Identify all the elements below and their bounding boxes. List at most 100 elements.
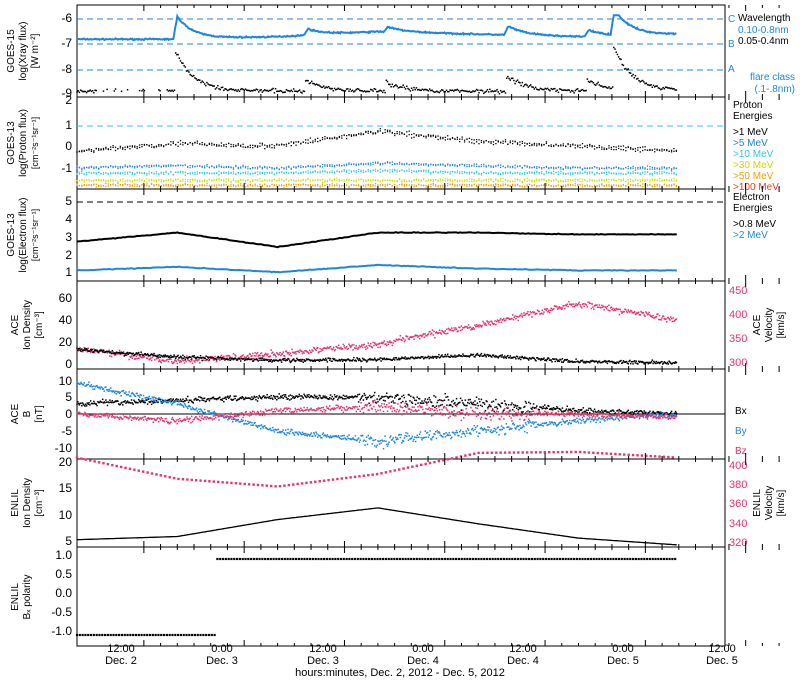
ace-b-point: [201, 399, 203, 401]
ace-density-point: [247, 358, 250, 360]
ace-density-point: [102, 349, 105, 351]
xray-short-point: [284, 91, 286, 93]
proton-point: [343, 181, 345, 183]
ace-density-point: [315, 359, 317, 361]
ace-b-point: [422, 402, 424, 405]
ace-density-point: [207, 356, 209, 358]
proton-point: [252, 179, 254, 181]
proton-point: [374, 179, 377, 181]
ace-velocity-point: [455, 328, 458, 331]
proton-point: [170, 179, 172, 181]
ace-velocity-point: [340, 346, 342, 349]
ace-density-point: [222, 358, 224, 360]
xray-short-point: [454, 89, 456, 91]
proton-point: [670, 170, 673, 173]
ace-velocity-point: [474, 324, 476, 327]
xray-short-point: [477, 89, 479, 91]
ace-density-point: [133, 354, 135, 357]
ace-density-point: [432, 357, 435, 359]
ace-velocity-point: [112, 351, 114, 353]
ace-b-point: [333, 394, 336, 396]
proton-point: [220, 165, 223, 167]
ace-density-point: [81, 348, 83, 350]
proton-point: [126, 166, 129, 168]
ace-velocity-point: [117, 352, 119, 355]
proton-point: [526, 172, 528, 174]
proton-point: [280, 184, 283, 186]
proton-point: [550, 179, 552, 182]
proton-point: [290, 185, 292, 187]
ace-density-point: [92, 351, 94, 354]
proton-point: [504, 171, 507, 173]
ace-b-point: [207, 398, 210, 400]
ace-b-point: [151, 400, 154, 403]
ace-b-point: [302, 397, 305, 399]
ace-velocity-point: [81, 350, 83, 353]
xray-short-point: [396, 85, 398, 87]
xray-short-point: [113, 90, 116, 92]
proton-point: [213, 167, 215, 169]
ace-density-point: [520, 356, 523, 359]
proton-point: [591, 179, 593, 181]
proton-point: [507, 165, 509, 167]
proton-point: [338, 136, 341, 139]
proton-point: [377, 130, 379, 132]
proton-point: [122, 166, 124, 169]
ace-density-point: [320, 359, 323, 362]
ace-density-point: [645, 361, 648, 364]
proton-point: [521, 186, 523, 188]
ace-b-point: [84, 405, 86, 407]
proton-point: [569, 145, 572, 148]
proton-point: [531, 166, 533, 169]
proton-point: [321, 163, 324, 166]
proton-point: [345, 163, 348, 165]
ace-velocity-point: [368, 344, 370, 347]
proton-point: [264, 166, 266, 169]
proton-point: [264, 183, 266, 186]
proton-point: [514, 184, 516, 186]
proton-point: [610, 172, 613, 174]
xray-short-point: [78, 91, 81, 94]
proton-point: [557, 166, 560, 168]
ace-density-point: [276, 360, 279, 362]
ace-velocity-point: [365, 348, 367, 351]
ace-b-point: [158, 398, 160, 401]
xray-short-point: [325, 86, 327, 88]
ace-velocity-point: [609, 307, 612, 309]
ace-b-point: [168, 398, 171, 401]
ace-density-point: [109, 352, 111, 354]
xray-short-point: [211, 84, 213, 87]
proton-point: [430, 134, 432, 137]
proton-point: [649, 148, 651, 151]
ace-velocity-point: [589, 302, 592, 305]
proton-point: [670, 178, 673, 181]
proton-point: [357, 184, 360, 186]
proton-point: [377, 161, 379, 163]
ace-density-point: [419, 357, 422, 359]
ace-b-point: [400, 401, 402, 404]
ace-velocity-point: [171, 362, 174, 365]
proton-point: [331, 138, 333, 140]
ace-density-point: [475, 354, 477, 357]
proton-point: [126, 180, 129, 182]
ace-b-point: [264, 396, 267, 398]
ace-b-point: [291, 395, 293, 397]
proton-point: [569, 172, 572, 174]
ace-b-point: [288, 399, 291, 401]
ace-velocity-point: [350, 345, 353, 347]
proton-point: [314, 166, 316, 168]
xray-short-point: [302, 90, 305, 92]
proton-point: [112, 183, 114, 185]
ace-velocity-point: [161, 359, 163, 362]
proton-point: [102, 179, 105, 181]
ace-velocity-point: [217, 358, 219, 360]
proton-point: [276, 186, 278, 188]
proton-point: [218, 179, 220, 181]
proton-point: [410, 169, 413, 172]
ylabel: [cm⁻³]: [34, 311, 45, 339]
proton-point: [519, 144, 521, 146]
proton-point: [93, 167, 95, 170]
proton-point: [199, 179, 201, 181]
ace-density-point: [459, 355, 462, 357]
ace-density-point: [246, 358, 248, 361]
